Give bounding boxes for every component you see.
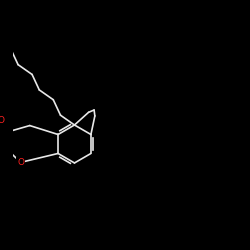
- Text: O: O: [17, 158, 24, 167]
- Text: O: O: [0, 116, 4, 125]
